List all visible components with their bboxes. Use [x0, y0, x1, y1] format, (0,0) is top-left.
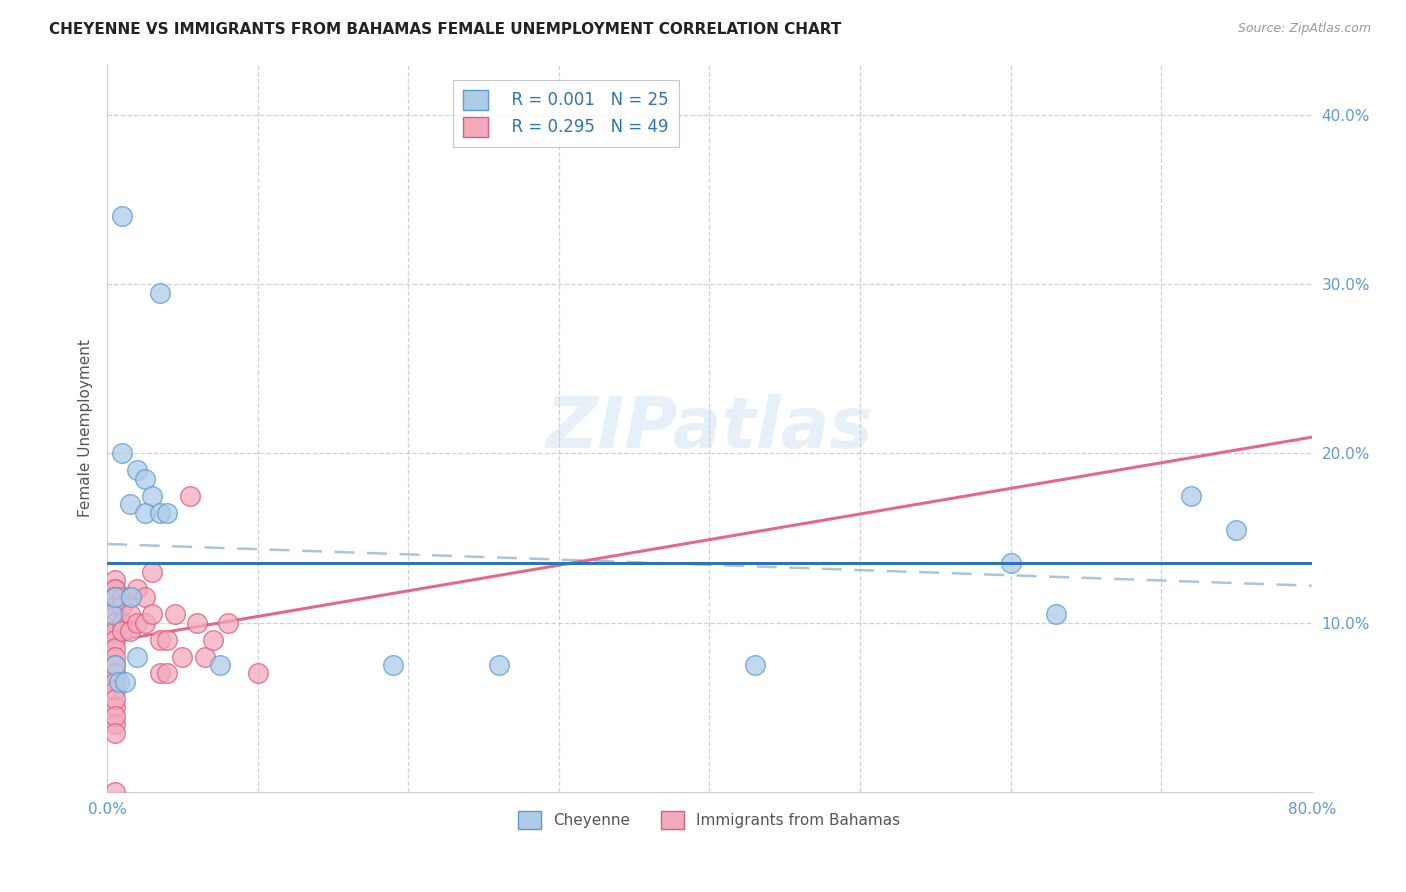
Point	[209, 658, 232, 673]
Text: ZIPatlas: ZIPatlas	[546, 393, 873, 463]
Point	[156, 666, 179, 681]
Point	[104, 591, 127, 605]
Point	[149, 506, 172, 520]
Point	[141, 489, 163, 503]
Point	[111, 599, 134, 613]
Point	[104, 607, 127, 622]
Point	[104, 615, 127, 630]
Point	[111, 210, 134, 224]
Point	[104, 785, 127, 799]
Point	[1180, 489, 1202, 503]
Point	[1225, 523, 1247, 537]
Point	[104, 632, 127, 647]
Point	[163, 607, 186, 622]
Point	[108, 674, 131, 689]
Point	[118, 624, 141, 639]
Point	[104, 649, 127, 664]
Point	[104, 700, 127, 714]
Point	[141, 565, 163, 579]
Point	[156, 506, 179, 520]
Point	[141, 607, 163, 622]
Point	[104, 683, 127, 698]
Point	[111, 446, 134, 460]
Point	[120, 591, 142, 605]
Point	[111, 615, 134, 630]
Point	[1000, 557, 1022, 571]
Point	[104, 717, 127, 731]
Point	[186, 615, 208, 630]
Point	[488, 658, 510, 673]
Legend: Cheyenne, Immigrants from Bahamas: Cheyenne, Immigrants from Bahamas	[512, 805, 907, 835]
Point	[104, 574, 127, 588]
Y-axis label: Female Unemployment: Female Unemployment	[79, 339, 93, 517]
Point	[104, 624, 127, 639]
Point	[118, 607, 141, 622]
Point	[104, 615, 127, 630]
Point	[104, 666, 127, 681]
Point	[104, 641, 127, 656]
Point	[104, 658, 127, 673]
Point	[100, 607, 122, 622]
Point	[156, 632, 179, 647]
Point	[104, 674, 127, 689]
Point	[104, 591, 127, 605]
Point	[194, 649, 217, 664]
Point	[246, 666, 269, 681]
Point	[134, 506, 156, 520]
Point	[149, 666, 172, 681]
Point	[217, 615, 239, 630]
Point	[104, 582, 127, 596]
Point	[127, 463, 149, 477]
Point	[149, 285, 172, 300]
Point	[104, 591, 127, 605]
Point	[104, 591, 127, 605]
Point	[114, 674, 136, 689]
Point	[1045, 607, 1067, 622]
Point	[104, 582, 127, 596]
Point	[104, 708, 127, 723]
Point	[127, 615, 149, 630]
Point	[172, 649, 194, 664]
Text: Source: ZipAtlas.com: Source: ZipAtlas.com	[1237, 22, 1371, 36]
Point	[111, 624, 134, 639]
Point	[134, 591, 156, 605]
Point	[104, 725, 127, 739]
Point	[127, 649, 149, 664]
Point	[104, 691, 127, 706]
Point	[744, 658, 766, 673]
Point	[382, 658, 405, 673]
Point	[104, 599, 127, 613]
Point	[127, 582, 149, 596]
Point	[134, 472, 156, 486]
Point	[134, 615, 156, 630]
Point	[179, 489, 201, 503]
Text: CHEYENNE VS IMMIGRANTS FROM BAHAMAS FEMALE UNEMPLOYMENT CORRELATION CHART: CHEYENNE VS IMMIGRANTS FROM BAHAMAS FEMA…	[49, 22, 842, 37]
Point	[104, 658, 127, 673]
Point	[201, 632, 224, 647]
Point	[111, 591, 134, 605]
Point	[118, 591, 141, 605]
Point	[149, 632, 172, 647]
Point	[118, 497, 141, 511]
